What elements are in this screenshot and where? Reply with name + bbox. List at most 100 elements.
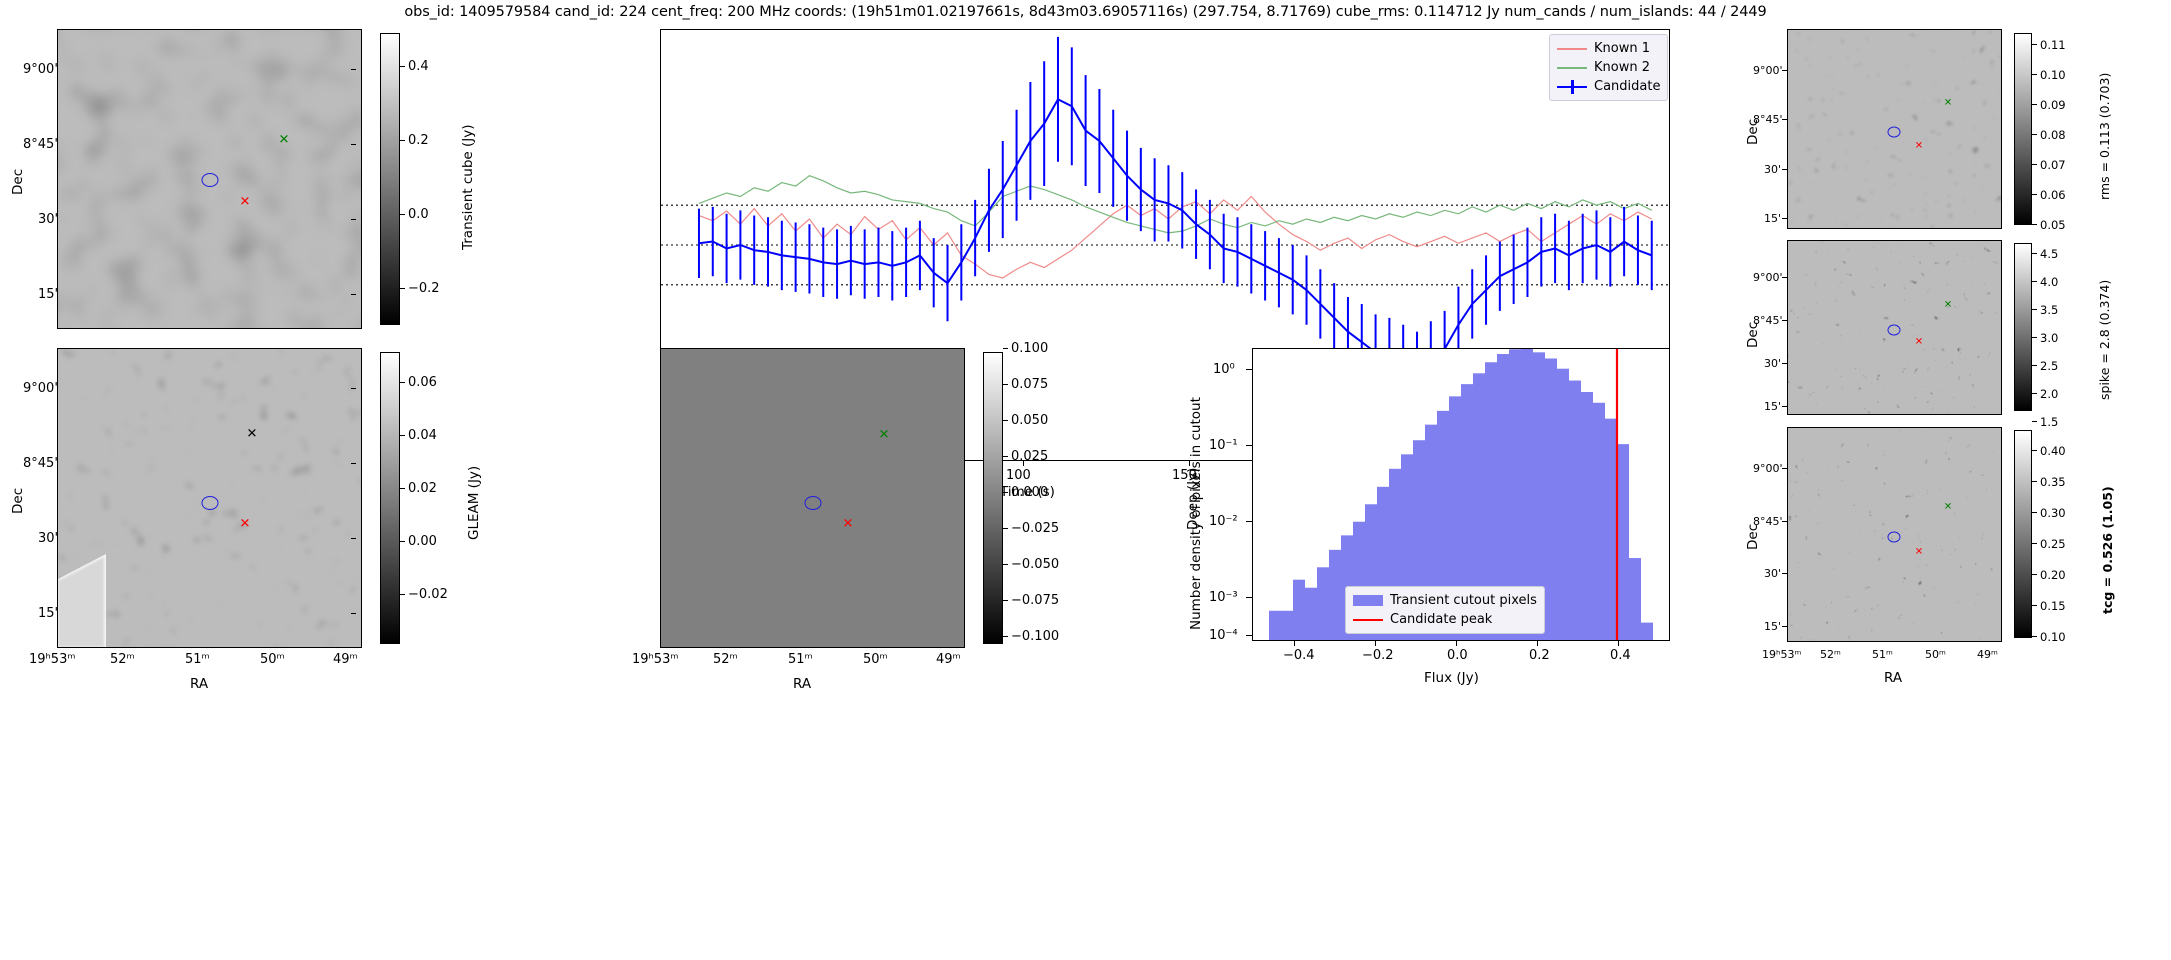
spike-ytick-1: 8°45' [1753,314,1783,327]
red-x-marker-deep: ✕ [842,516,854,532]
cb6-tick-3: 0.25 [2040,537,2066,551]
cb6-tick-2: 0.30 [2040,506,2066,520]
deep-colorbar[interactable] [983,352,1003,644]
known1-line-swatch [1557,47,1587,50]
cb4-tick-6: 0.05 [2040,218,2066,232]
tcg-xtick-4: 49ᵐ [1977,648,1998,661]
deep-xtick-1: 52ᵐ [713,652,738,667]
rms-ytick-2: 30' [1764,163,1782,176]
rms-colorbar[interactable] [2014,33,2032,225]
histogram-ylabel: Number density of pixels in cutout [1188,397,1204,630]
legend-label-cutout-pixels: Transient cutout pixels [1390,593,1537,608]
gleam-xtick-0: 19ʰ53ᵐ [29,652,76,667]
hist-ytick-1: 10⁻¹ [1209,438,1238,453]
legend-label-candidate-peak: Candidate peak [1390,612,1493,627]
gleam-panel[interactable]: ✕ ✕ [57,348,362,648]
cutout-pixels-swatch [1353,595,1383,606]
deep-xtick-3: 50ᵐ [863,652,888,667]
transient-cube-ytick-2: 30' [38,212,59,227]
tcg-ytick-1: 8°45' [1753,515,1783,528]
green-x-marker: ✕ [278,132,290,148]
black-x-marker: ✕ [246,426,258,442]
legend-label-candidate: Candidate [1594,79,1661,94]
rms-colorbar-label: rms = 0.113 (0.703) [2097,72,2112,200]
hist-xtick-1: −0.2 [1362,648,1394,663]
spike-map-panel[interactable]: ✕ ✕ [1787,240,2002,415]
tcg-xtick-3: 50ᵐ [1925,648,1946,661]
gleam-xlabel: RA [190,676,209,692]
tcg-ytick-3: 15' [1764,620,1782,633]
source-ellipse-spike [1887,324,1901,336]
red-x-marker-gleam: ✕ [239,516,251,532]
tcg-xtick-2: 51ᵐ [1872,648,1893,661]
transient-cube-colorbar-label: Transient cube (Jy) [460,124,476,250]
cb2-tick-1: 0.04 [408,428,437,443]
legend-row-candidate: Candidate [1557,77,1660,96]
source-ellipse [201,173,219,187]
histogram-legend: Transient cutout pixels Candidate peak [1345,586,1545,634]
lc-xtick-3: 150 [1172,468,1197,483]
histogram-xlabel: Flux (Jy) [1424,670,1479,686]
deep-panel[interactable]: ✕ ✕ [660,348,965,648]
gleam-ytick-0: 9°00' [23,381,58,396]
gleam-ytick-2: 30' [38,531,59,546]
cb6-tick-4: 0.20 [2040,568,2066,582]
cb5-tick-5: 2.0 [2040,387,2059,401]
green-x-marker-rms: ✕ [1943,97,1953,109]
tcg-xlabel: RA [1884,670,1903,686]
rms-map-panel[interactable]: ✕ ✕ [1787,29,2002,229]
cb3-tick-1: 0.075 [1011,377,1049,392]
cb2-tick-4: −0.02 [408,587,448,602]
cb4-tick-3: 0.08 [2040,128,2066,142]
spike-colorbar-label: spike = 2.8 (0.374) [2097,279,2112,400]
transient-cube-colorbar[interactable] [380,33,400,325]
cb4-tick-1: 0.10 [2040,68,2066,82]
source-ellipse-deep [804,496,822,510]
gleam-colorbar[interactable] [380,352,400,644]
red-x-marker: ✕ [239,194,251,210]
gleam-xtick-2: 51ᵐ [185,652,210,667]
cb1-tick-2: 0.0 [408,207,429,222]
source-ellipse-tcg [1887,531,1901,543]
hist-ytick-4: 10⁻⁴ [1209,628,1238,643]
gleam-xtick-1: 52ᵐ [110,652,135,667]
rms-ytick-0: 9°00' [1753,64,1783,77]
tcg-map-panel[interactable]: ✕ ✕ [1787,427,2002,642]
gleam-ytick-3: 15' [38,606,59,621]
cb4-tick-4: 0.07 [2040,158,2066,172]
transient-cube-ytick-0: 9°00' [23,62,58,77]
tcg-colorbar-label: tcg = 0.526 (1.05) [2100,486,2115,614]
tcg-colorbar[interactable] [2014,430,2032,638]
legend-row-cutout-pixels: Transient cutout pixels [1353,591,1537,610]
hist-xtick-3: 0.2 [1529,648,1550,663]
spike-colorbar[interactable] [2014,243,2032,411]
transient-cube-panel[interactable]: ✕ ✕ [57,29,362,329]
spike-ytick-0: 9°00' [1753,271,1783,284]
gleam-ylabel: Dec [10,487,26,514]
cb2-tick-3: 0.00 [408,534,437,549]
cb3-tick-7: −0.075 [1011,593,1060,608]
gleam-ytick-1: 8°45' [23,456,58,471]
cb4-tick-0: 0.11 [2040,38,2066,52]
legend-label-known2: Known 2 [1594,60,1650,75]
gleam-colorbar-label: GLEAM (Jy) [466,465,482,540]
lightcurve-legend: Known 1 Known 2 Candidate [1549,34,1669,101]
cb4-tick-2: 0.09 [2040,98,2066,112]
cb5-tick-3: 3.0 [2040,331,2059,345]
spike-ytick-2: 30' [1764,357,1782,370]
cb3-tick-3: 0.025 [1011,449,1049,464]
cb2-tick-2: 0.02 [408,481,437,496]
cb3-tick-6: −0.050 [1011,557,1060,572]
transient-cube-ytick-1: 8°45' [23,137,58,152]
cb4-tick-5: 0.06 [2040,188,2066,202]
source-ellipse-rms [1887,126,1901,138]
cb3-tick-5: −0.025 [1011,521,1060,536]
lightcurve-plot [661,36,1669,415]
cb6-tick-5: 0.15 [2040,599,2066,613]
cb3-tick-8: −0.100 [1011,629,1060,644]
lightcurve-xlabel: Time (s) [1000,484,1055,500]
legend-label-known1: Known 1 [1594,41,1650,56]
tcg-xtick-1: 52ᵐ [1820,648,1841,661]
cb5-tick-1: 4.0 [2040,275,2059,289]
gleam-image [58,349,361,647]
